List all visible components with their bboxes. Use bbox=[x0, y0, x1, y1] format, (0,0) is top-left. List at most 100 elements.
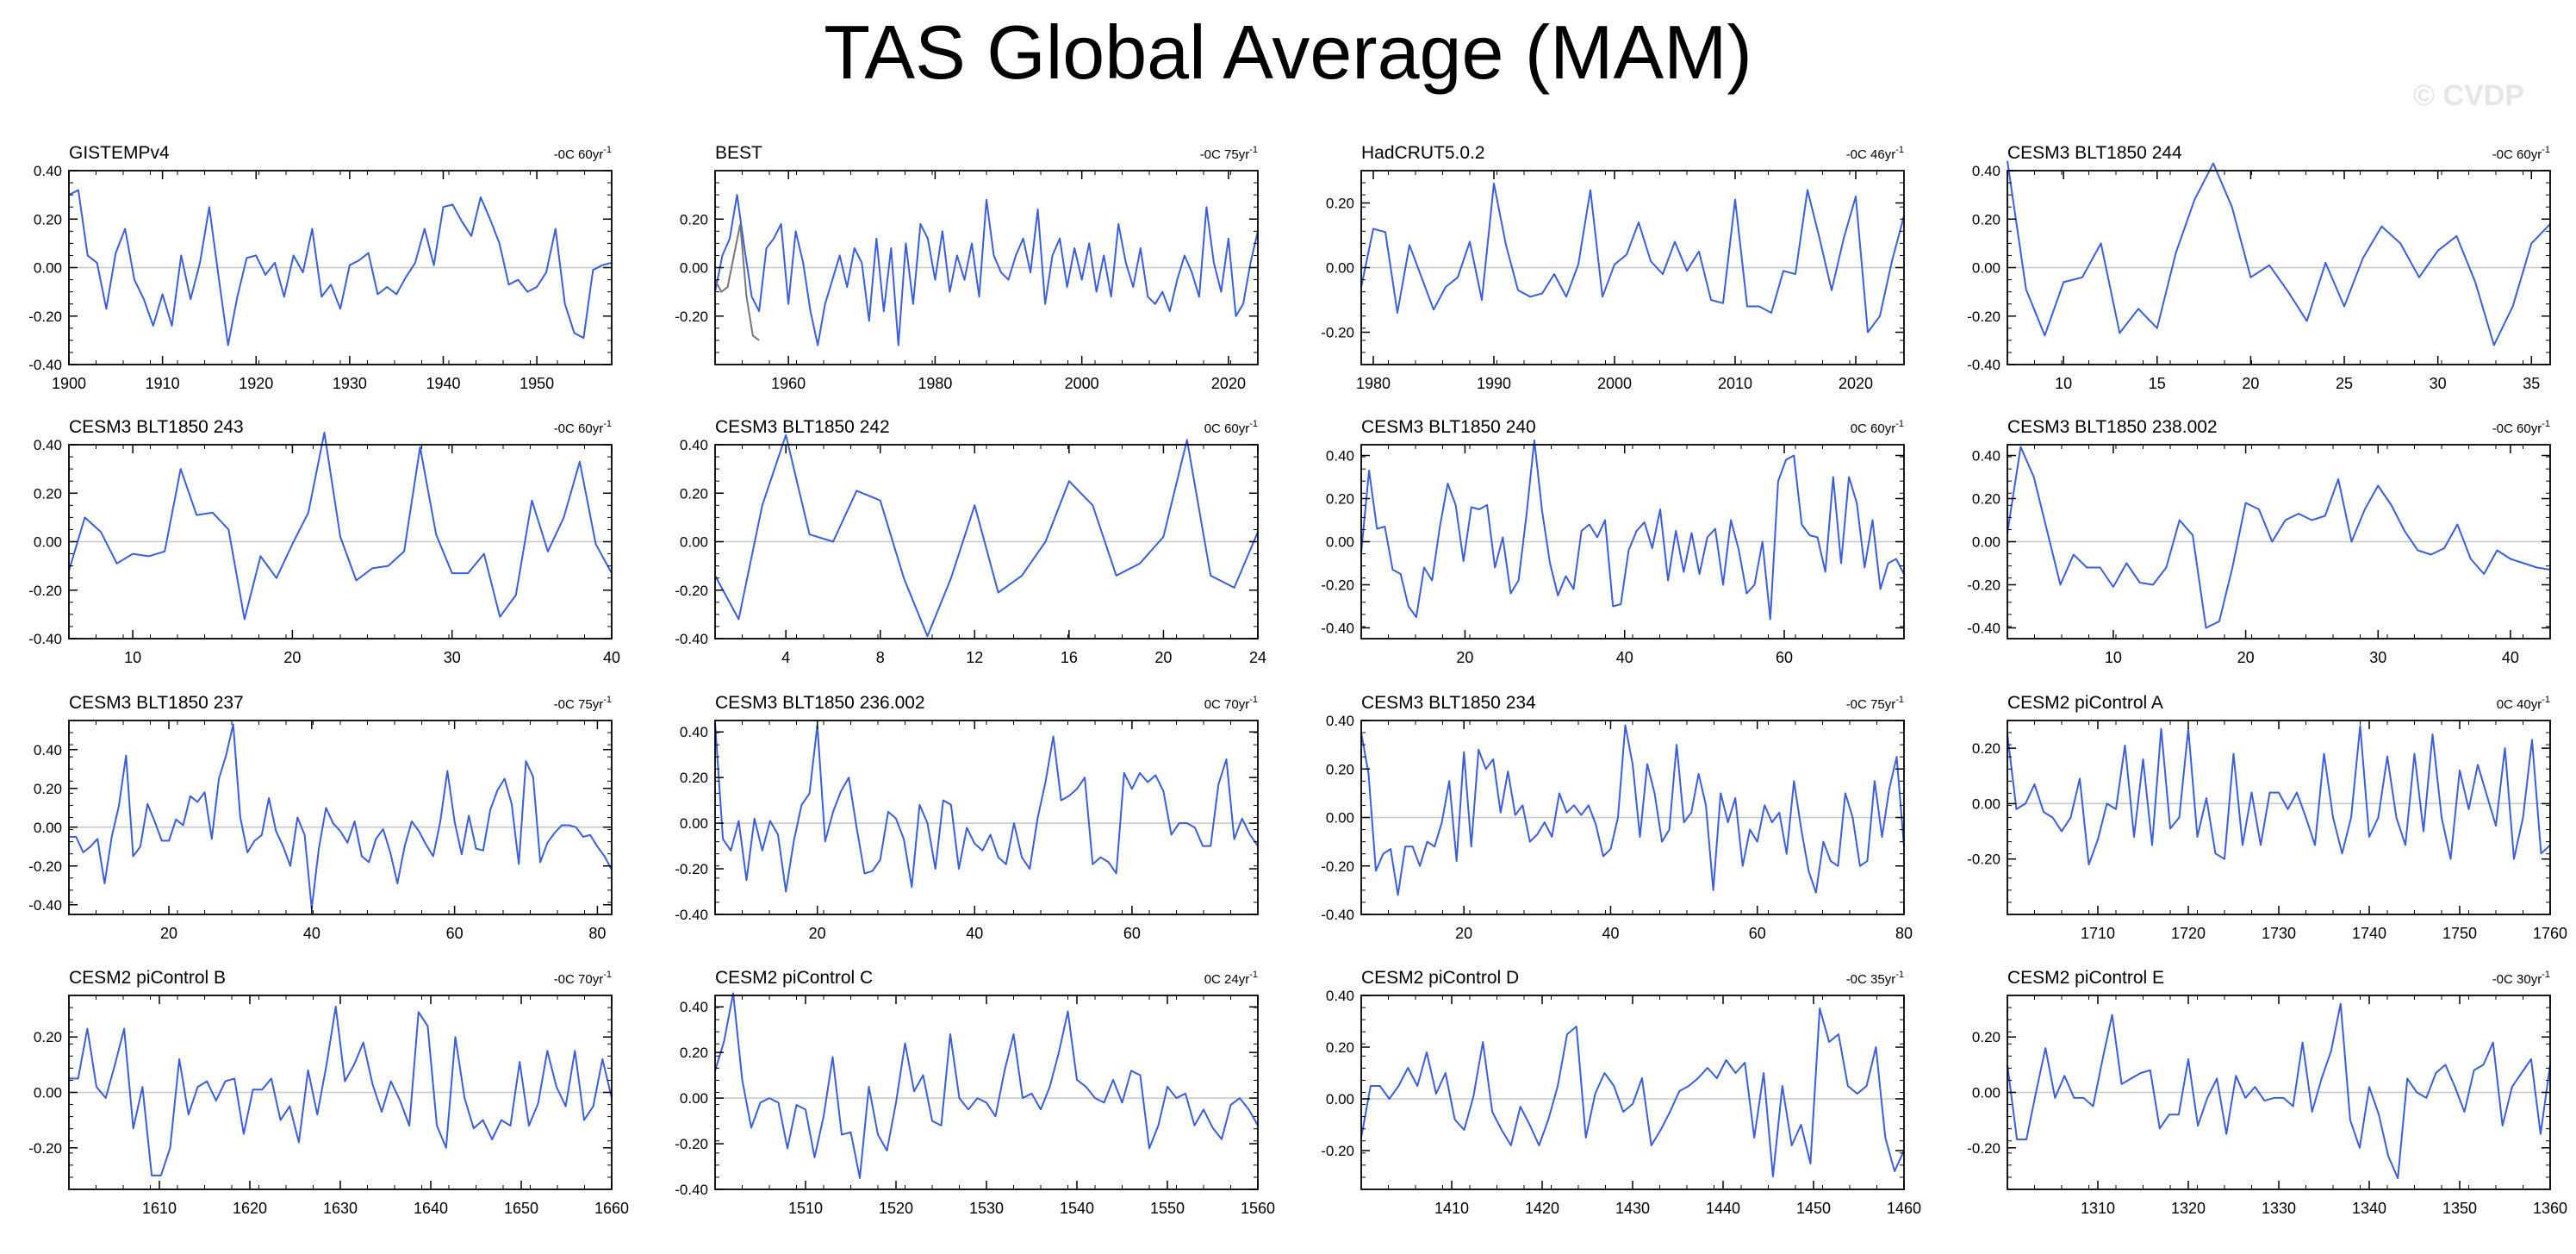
x-tick-label: 2020 bbox=[1839, 375, 1873, 392]
x-tick-label: 60 bbox=[1123, 925, 1141, 942]
x-tick-label: 1660 bbox=[594, 1200, 629, 1217]
x-tick-label: 1550 bbox=[1150, 1200, 1185, 1217]
x-tick-label: 1950 bbox=[520, 375, 554, 392]
y-tick-label: -0.40 bbox=[1967, 357, 2000, 373]
y-tick-label: -0.40 bbox=[675, 631, 708, 647]
y-tick-label: 0.00 bbox=[1326, 1091, 1354, 1107]
x-tick-label: 1410 bbox=[1434, 1200, 1469, 1217]
trend-superscript: -1 bbox=[2542, 970, 2550, 980]
x-tick-label: 8 bbox=[876, 649, 885, 666]
series-line bbox=[714, 434, 1259, 638]
x-tick-label: 40 bbox=[2502, 649, 2519, 666]
x-tick-label: 35 bbox=[2523, 375, 2540, 392]
series-line bbox=[2007, 446, 2551, 629]
y-tick-label: 0.20 bbox=[34, 211, 62, 228]
x-tick-label: 1420 bbox=[1525, 1200, 1559, 1217]
panel-title: CESM2 piControl C bbox=[715, 968, 873, 988]
chart-panel: -0.20 0.00 0.20 1710 1720 1730 1740 1750 1760 CES… bbox=[1967, 693, 2567, 942]
trend-superscript: -1 bbox=[1249, 419, 1258, 429]
chart-panel: -0.20 0.00 0.20 1980 1990 2000 2010 2020 HadCRUT… bbox=[1321, 143, 1905, 392]
y-tick-label: -0.20 bbox=[1967, 309, 2000, 325]
x-tick-label: 1990 bbox=[1477, 375, 1511, 392]
x-tick-label: 40 bbox=[966, 925, 983, 942]
x-tick-label: 2000 bbox=[1597, 375, 1632, 392]
trend-superscript: -1 bbox=[1895, 419, 1904, 429]
y-tick-label: -0.40 bbox=[1321, 907, 1354, 923]
y-tick-label: 0.20 bbox=[680, 211, 708, 228]
x-tick-label: 1730 bbox=[2262, 925, 2296, 942]
y-tick-label: 0.20 bbox=[34, 485, 62, 502]
x-tick-label: 1530 bbox=[969, 1200, 1004, 1217]
panel-title: CESM3 BLT1850 236.002 bbox=[715, 693, 925, 713]
chart-panel: -0.20 0.00 0.20 0.40 1410 1420 1430 1440 1450 146… bbox=[1321, 968, 1921, 1217]
trend-label: 0C 60yr-1 bbox=[1851, 419, 1904, 436]
y-tick-label: -0.20 bbox=[1321, 858, 1354, 875]
x-tick-label: 40 bbox=[603, 649, 620, 666]
x-tick-label: 1320 bbox=[2171, 1200, 2206, 1217]
trend-label: 0C 70yr-1 bbox=[1204, 695, 1258, 712]
secondary-series-line bbox=[714, 223, 760, 341]
x-tick-label: 10 bbox=[2105, 649, 2122, 666]
chart-panel: -0.20 0.00 0.20 1960 1980 2000 2020 BEST -0C 75y… bbox=[675, 143, 1259, 392]
x-tick-label: 20 bbox=[160, 925, 177, 942]
y-tick-label: -0.20 bbox=[675, 583, 708, 599]
x-tick-label: 1940 bbox=[426, 375, 460, 392]
y-tick-label: -0.20 bbox=[28, 309, 62, 325]
trend-text: 0C 70yr bbox=[1204, 697, 1250, 712]
y-tick-label: -0.20 bbox=[28, 1140, 62, 1157]
chart-panel: -0.40 -0.20 0.00 0.20 0.40 1900 1910 1920 1930 19… bbox=[28, 143, 613, 392]
chart-panel: -0.40 -0.20 0.00 0.20 0.40 10 15 20 25 30 35 CESM3 … bbox=[1967, 143, 2551, 392]
x-tick-label: 1720 bbox=[2171, 925, 2206, 942]
x-tick-label: 4 bbox=[781, 649, 790, 666]
y-tick-label: 0.20 bbox=[1972, 211, 2000, 228]
chart-panel: -0.40 -0.20 0.00 0.20 0.40 20 40 60 CESM3 BLT185… bbox=[675, 693, 1259, 942]
x-tick-label: 1930 bbox=[333, 375, 367, 392]
panel-title: CESM3 BLT1850 238.002 bbox=[2007, 417, 2218, 437]
plot-frame bbox=[2007, 720, 2551, 915]
y-tick-label: -0.20 bbox=[28, 583, 62, 599]
plot-frame bbox=[714, 720, 1259, 915]
chart-panel: -0.20 0.00 0.20 1310 1320 1330 1340 1350 1360 CES… bbox=[1967, 968, 2567, 1217]
series-line bbox=[714, 992, 1259, 1179]
y-tick-label: 0.20 bbox=[680, 770, 708, 786]
y-tick-label: 0.40 bbox=[680, 724, 708, 740]
x-tick-label: 1980 bbox=[1356, 375, 1391, 392]
chart-panel: -0.40 -0.20 0.00 0.20 0.40 20 40 60 80 CESM3 BLT1… bbox=[28, 693, 613, 942]
y-tick-label: -0.20 bbox=[28, 858, 62, 875]
x-tick-label: 1330 bbox=[2262, 1200, 2296, 1217]
series-line bbox=[714, 194, 1259, 346]
panel-title: GISTEMPv4 bbox=[69, 143, 170, 163]
x-tick-label: 80 bbox=[588, 925, 606, 942]
x-tick-label: 1710 bbox=[2081, 925, 2115, 942]
x-tick-label: 1510 bbox=[788, 1200, 823, 1217]
trend-label: -0C 46yr-1 bbox=[1846, 145, 1904, 162]
x-tick-label: 15 bbox=[2149, 375, 2166, 392]
x-tick-label: 2020 bbox=[1211, 375, 1246, 392]
trend-superscript: -1 bbox=[1249, 695, 1258, 705]
series-line bbox=[1360, 183, 1905, 334]
y-tick-label: 0.40 bbox=[34, 437, 62, 453]
y-tick-label: 0.40 bbox=[34, 163, 62, 179]
x-tick-label: 25 bbox=[2336, 375, 2353, 392]
panel-title: BEST bbox=[715, 143, 762, 163]
x-tick-label: 60 bbox=[446, 925, 464, 942]
x-tick-label: 20 bbox=[1154, 649, 1172, 666]
panel-title: CESM3 BLT1850 240 bbox=[1361, 417, 1536, 437]
trend-label: -0C 35yr-1 bbox=[1846, 970, 1904, 987]
y-tick-label: -0.20 bbox=[1967, 852, 2000, 868]
series-line bbox=[68, 431, 613, 621]
trend-label: 0C 60yr-1 bbox=[1204, 419, 1258, 436]
series-line bbox=[68, 189, 613, 346]
x-tick-label: 60 bbox=[1776, 649, 1793, 666]
x-tick-label: 1520 bbox=[879, 1200, 913, 1217]
trend-label: -0C 60yr-1 bbox=[554, 145, 612, 162]
y-tick-label: -0.20 bbox=[1321, 1143, 1354, 1159]
x-tick-label: 1740 bbox=[2352, 925, 2386, 942]
x-tick-label: 16 bbox=[1061, 649, 1078, 666]
trend-text: -0C 60yr bbox=[554, 421, 604, 436]
series-line bbox=[69, 723, 613, 910]
y-tick-label: 0.00 bbox=[1972, 534, 2000, 551]
x-tick-label: 30 bbox=[2369, 649, 2386, 666]
